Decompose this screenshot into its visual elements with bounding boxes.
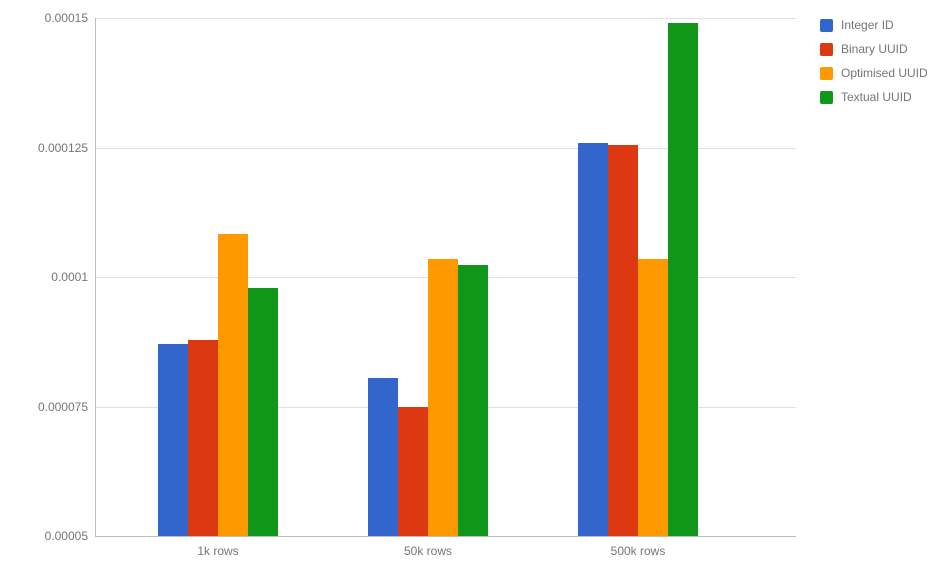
- x-axis-label: 1k rows: [197, 536, 238, 558]
- y-axis-label: 0.00005: [45, 529, 96, 543]
- legend: Integer ID Binary UUID Optimised UUID Textu…: [820, 18, 928, 114]
- y-axis-label: 0.000125: [38, 141, 96, 155]
- bar: [218, 234, 248, 536]
- legend-item: Integer ID: [820, 18, 928, 32]
- bar: [248, 288, 278, 536]
- bar: [458, 265, 488, 536]
- legend-item: Textual UUID: [820, 90, 928, 104]
- legend-swatch: [820, 67, 833, 80]
- legend-label: Textual UUID: [841, 90, 912, 104]
- y-axis-label: 0.0001: [51, 270, 96, 284]
- uuid-benchmark-chart: 0.00005 0.000075 0.0001 0.000125 0.00015 1k r…: [0, 0, 937, 579]
- bar: [668, 23, 698, 536]
- gridline: [96, 18, 796, 19]
- bar: [398, 407, 428, 537]
- bar: [608, 145, 638, 536]
- bar: [188, 340, 218, 536]
- y-axis-label: 0.00015: [45, 11, 96, 25]
- bar: [578, 143, 608, 536]
- legend-item: Optimised UUID: [820, 66, 928, 80]
- plot-area: 0.000050.0000750.00010.0001250.000151k r…: [95, 18, 796, 537]
- x-axis-label: 500k rows: [611, 536, 666, 558]
- legend-label: Integer ID: [841, 18, 894, 32]
- legend-label: Optimised UUID: [841, 66, 928, 80]
- y-axis-label: 0.000075: [38, 400, 96, 414]
- legend-swatch: [820, 91, 833, 104]
- bar: [638, 259, 668, 536]
- x-axis-label: 50k rows: [404, 536, 452, 558]
- legend-swatch: [820, 43, 833, 56]
- bar: [428, 259, 458, 536]
- legend-label: Binary UUID: [841, 42, 908, 56]
- legend-swatch: [820, 19, 833, 32]
- bar: [158, 344, 188, 536]
- legend-item: Binary UUID: [820, 42, 928, 56]
- bar: [368, 378, 398, 536]
